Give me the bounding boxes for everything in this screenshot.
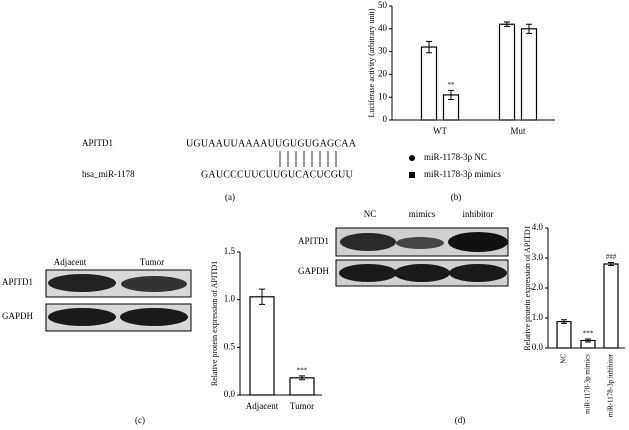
- y-tick-label: 30: [378, 46, 388, 56]
- lane-label: NC: [364, 209, 377, 219]
- y-tick-label: 1.0: [532, 312, 544, 322]
- row-label: APITD1: [2, 277, 33, 287]
- x-tick-label: miR-1178-3p mimics: [584, 354, 592, 414]
- significance: ***: [297, 367, 308, 375]
- bar: [520, 28, 538, 121]
- legend-marker: [409, 172, 415, 178]
- y-tick-label: 20: [378, 68, 388, 78]
- bar: [289, 377, 315, 396]
- y-tick-label: 0: [383, 114, 388, 124]
- y-tick-label: 10: [378, 91, 388, 101]
- row-label: GAPDH: [2, 311, 34, 321]
- error-bar: [259, 288, 265, 305]
- bar: [556, 321, 572, 349]
- y-tick-label: 0.5: [224, 341, 236, 351]
- significance: **: [448, 81, 456, 89]
- lane-label: mimics: [409, 209, 436, 219]
- mirna-seq: GAUCCCUUCUUGUCACUCGUU: [201, 169, 354, 180]
- pairing-lines: [279, 151, 337, 167]
- legend-label: miR-1178-3p NC: [424, 152, 487, 162]
- x-tick-label: Mut: [510, 126, 526, 136]
- error-bar: [504, 21, 510, 28]
- error-bar: [448, 89, 454, 100]
- error-bar: [585, 338, 591, 343]
- y-tick-label: 4.0: [532, 222, 544, 232]
- x-tick-label: Tumor: [290, 401, 314, 411]
- blot: [45, 269, 192, 332]
- y-axis-label: Relative protein expression of APITD1: [210, 261, 219, 386]
- lane-label: inhibitor: [463, 209, 494, 219]
- lane-label: Adjacent: [54, 257, 87, 267]
- target-name: APITD1: [82, 138, 113, 148]
- y-tick-label: 2.0: [532, 282, 544, 292]
- y-axis-label: Luciferase activity (arbitrary unit): [367, 8, 376, 117]
- row-label: GAPDH: [298, 266, 330, 276]
- significance: ###: [606, 253, 617, 261]
- error-bar: [526, 23, 532, 34]
- x-tick-label: Adjacent: [246, 401, 279, 411]
- bar: [498, 23, 516, 121]
- bar: [603, 263, 619, 349]
- error-bar: [608, 262, 614, 266]
- x-tick-label: miR-1178-3p inhibitor: [607, 353, 615, 417]
- y-tick-label: 40: [378, 23, 388, 33]
- x-tick-label: WT: [433, 126, 447, 136]
- y-tick-label: 50: [378, 0, 388, 10]
- error-bar: [299, 375, 305, 381]
- mirna-name: hsa_miR-1178: [82, 169, 135, 179]
- y-tick-label: 0.0: [532, 342, 544, 352]
- blot: [335, 227, 509, 287]
- y-tick-label: 1.5: [224, 246, 236, 256]
- y-tick-label: 0.0: [224, 389, 236, 399]
- x-tick-label: NC: [560, 354, 568, 364]
- y-axis-label: Relative protein expression of APITD1: [523, 225, 532, 350]
- significance: ***: [583, 330, 594, 338]
- panel-label: (b): [451, 192, 462, 202]
- y-tick-label: 1.0: [224, 294, 236, 304]
- error-bar: [561, 319, 567, 324]
- target-seq: UGUAAUUAAAAUUGUGUGAGCAA: [186, 138, 357, 149]
- legend-marker: [409, 155, 415, 161]
- panel-label: (a): [225, 192, 235, 202]
- panel-label: (d): [455, 415, 466, 425]
- error-bar: [426, 40, 432, 54]
- row-label: APITD1: [298, 236, 329, 246]
- lane-label: Tumor: [140, 257, 164, 267]
- y-tick-label: 3.0: [532, 252, 544, 262]
- bar: [249, 296, 275, 396]
- bar: [420, 46, 438, 121]
- legend-label: miR-1178-3p mimics: [424, 169, 501, 179]
- panel-label: (c): [135, 415, 145, 425]
